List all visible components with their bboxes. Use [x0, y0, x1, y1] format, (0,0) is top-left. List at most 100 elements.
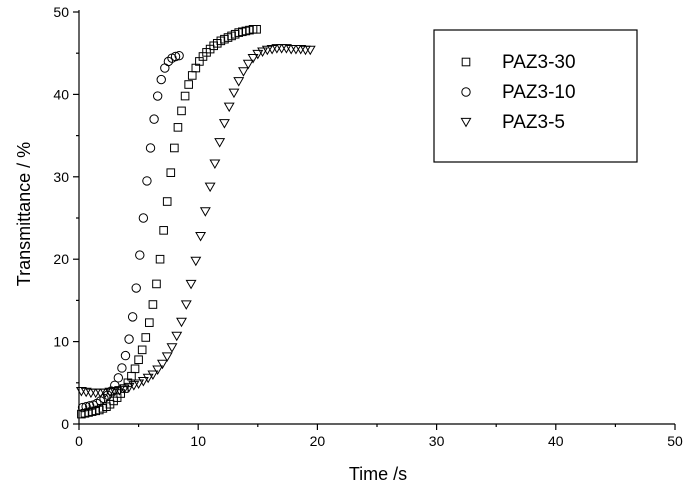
legend-label: PAZ3-5: [502, 112, 565, 133]
series-3: [75, 44, 316, 399]
data-point: [173, 123, 183, 132]
data-point: [266, 44, 278, 55]
axes: 0 10 20 30 40 50 0 10 20 30 40 50: [53, 4, 683, 449]
data-point: [290, 44, 302, 55]
data-point: [118, 384, 130, 394]
data-point: [141, 333, 151, 342]
data-point: [133, 379, 145, 390]
legend-marker: [460, 117, 472, 128]
data-point: [187, 71, 197, 80]
legend-label: PAZ3-30: [502, 52, 576, 73]
data-point: [228, 88, 240, 99]
data-point: [145, 143, 156, 153]
data-point: [142, 176, 152, 186]
data-point: [147, 370, 159, 380]
data-point: [161, 352, 173, 362]
data-point: [156, 74, 166, 85]
data-point: [135, 250, 145, 260]
data-point: [209, 159, 221, 170]
data-point: [166, 168, 176, 177]
data-point: [134, 355, 143, 365]
data-point: [195, 232, 207, 242]
x-tick-label: 30: [429, 433, 445, 449]
data-point: [152, 365, 164, 376]
data-point: [110, 380, 120, 390]
data-point: [127, 312, 138, 322]
data-point: [128, 381, 140, 391]
data-point: [114, 386, 125, 396]
data-point: [180, 300, 192, 310]
data-point: [152, 91, 163, 101]
data-point: [199, 207, 211, 217]
y-tick-label: 20: [53, 251, 69, 267]
data-point: [204, 182, 216, 193]
data-point: [123, 382, 135, 393]
data-point: [184, 80, 193, 89]
legend-marker: [461, 57, 471, 67]
data-point: [104, 387, 116, 398]
data-point: [242, 59, 254, 70]
x-tick-label: 40: [548, 433, 564, 449]
data-point: [152, 279, 161, 289]
data-point: [85, 401, 95, 411]
data-point: [120, 350, 131, 361]
data-point: [138, 213, 149, 223]
data-point: [185, 279, 197, 290]
data-point: [247, 54, 259, 64]
data-point: [233, 77, 245, 87]
y-axis-title: Transmittance / %: [14, 142, 34, 286]
data-point: [130, 364, 140, 374]
data-point: [90, 388, 102, 399]
series-2: [77, 50, 184, 413]
data-point: [142, 373, 154, 384]
data-point: [252, 25, 261, 34]
data-point: [176, 317, 187, 328]
data-point: [109, 386, 121, 397]
legend-marker: [461, 87, 471, 97]
legend-label: PAZ3-10: [502, 82, 576, 103]
data-point: [137, 345, 147, 355]
data-point: [99, 388, 111, 399]
data-point: [163, 56, 174, 67]
data-point: [170, 51, 181, 62]
data-point: [190, 256, 202, 267]
y-tick-label: 30: [53, 169, 69, 185]
y-tick-label: 0: [61, 416, 69, 432]
data-point: [166, 343, 178, 353]
data-point: [171, 331, 183, 342]
data-point: [162, 197, 172, 206]
data-point: [214, 138, 226, 148]
data-point: [124, 334, 134, 344]
x-tick-label: 50: [667, 433, 683, 449]
data-point: [137, 377, 149, 387]
data-point: [149, 114, 159, 124]
data-point: [170, 143, 179, 153]
data-point: [145, 318, 154, 327]
data-point: [174, 50, 184, 61]
data-point: [131, 283, 141, 293]
data-point: [148, 300, 158, 309]
data-point: [159, 226, 168, 235]
data-point: [177, 106, 186, 116]
data-point: [257, 47, 269, 57]
data-point: [77, 402, 88, 413]
y-tick-label: 10: [53, 334, 69, 350]
data-point: [156, 359, 168, 370]
data-point: [113, 373, 124, 383]
data-point: [180, 91, 190, 101]
y-tick-label: 50: [53, 4, 69, 20]
data-point: [155, 254, 165, 264]
data-point: [218, 119, 230, 129]
x-axis-title: Time /s: [349, 464, 407, 484]
x-tick-label: 0: [75, 433, 83, 449]
data-point: [81, 401, 91, 412]
data-point: [304, 45, 316, 56]
x-tick-label: 10: [190, 433, 206, 449]
data-point: [276, 44, 288, 54]
data-point: [261, 45, 273, 56]
legend: PAZ3-30 PAZ3-10 PAZ3-5: [433, 29, 638, 163]
data-point: [252, 49, 264, 60]
plot-area: [75, 25, 316, 419]
series-1: [77, 25, 261, 419]
